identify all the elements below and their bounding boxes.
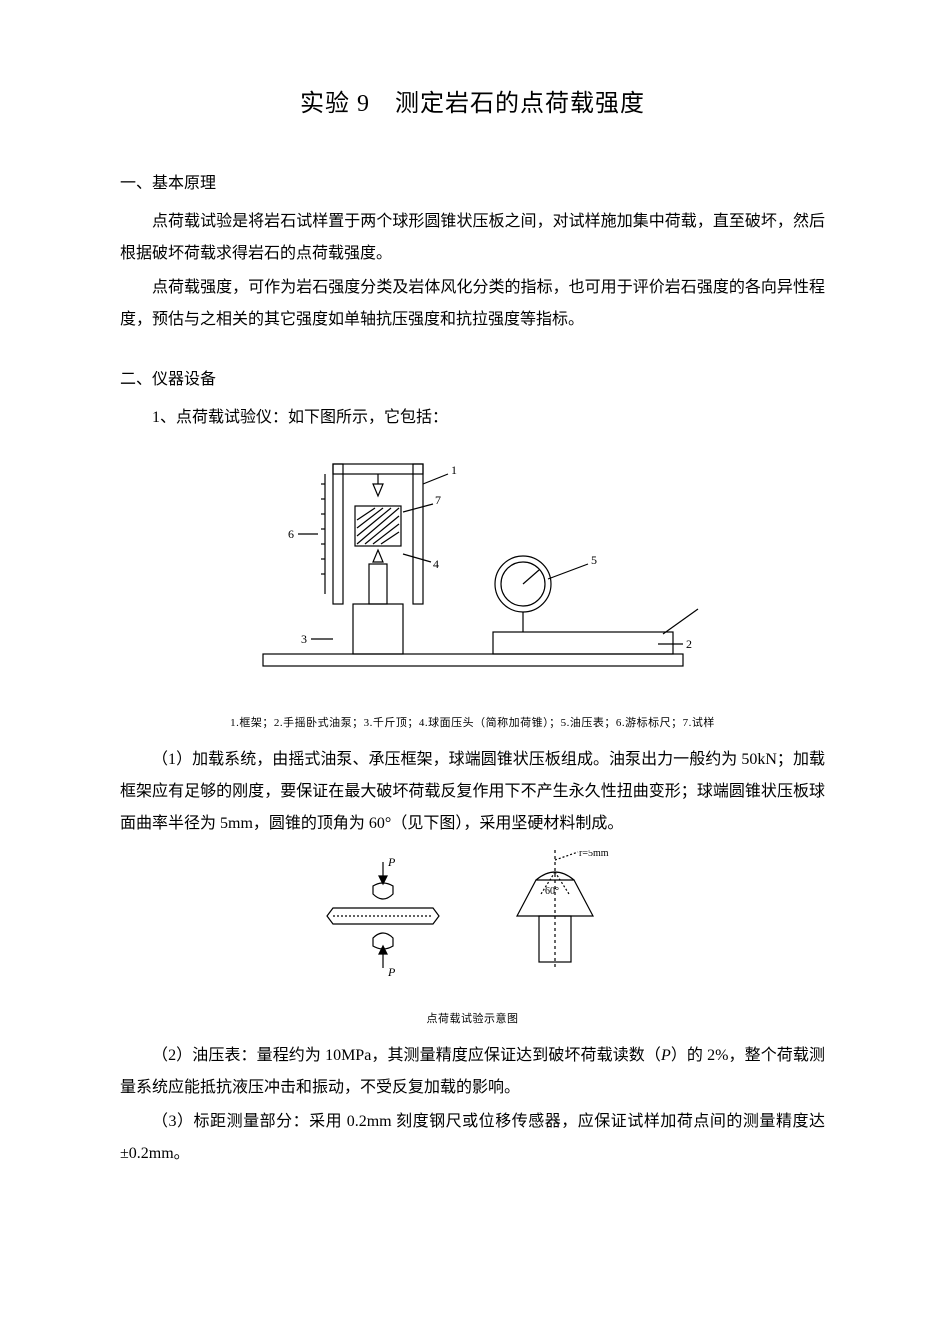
fig1-label-1: 1 <box>451 463 457 477</box>
txt: （见下图），采用坚硬材料制成。 <box>391 815 623 832</box>
val-pm02mm: ±0.2mm <box>120 1145 174 1162</box>
document-page: 实验 9 测定岩石的点荷载强度 一、基本原理 点荷载试验是将岩石试样置于两个球形… <box>0 0 945 1337</box>
txt: （1）加载系统，由摇式油泵、承压框架，球端圆锥状压板组成。油泵出力一般约为 <box>152 751 741 768</box>
txt: 刻度钢尺或位移传感器，应保证试样加荷点间的测量精度达 <box>392 1113 825 1130</box>
figure-1: 1 2 3 4 5 6 7 <box>120 444 825 706</box>
figure-2: P P r=5mm 60° <box>120 850 825 1002</box>
txt: ，其测量精度应保证达到破坏荷载读数（ <box>371 1047 661 1064</box>
txt: 。 <box>174 1145 190 1162</box>
val-10mpa: 10MPa <box>325 1047 371 1064</box>
section-2-item-1-lead: 1、点荷载试验仪：如下图所示，它包括： <box>120 402 825 434</box>
figure-1-caption: 1.框架；2.手摇卧式油泵；3.千斤顶；4.球面压头（简称加荷锥）；5.油压表；… <box>120 712 825 734</box>
section-2-item-3: （3）标距测量部分：采用 0.2mm 刻度钢尺或位移传感器，应保证试样加荷点间的… <box>120 1106 825 1170</box>
fig1-label-3: 3 <box>301 632 307 646</box>
figure-2-caption: 点荷载试验示意图 <box>120 1008 825 1030</box>
fig1-label-5: 5 <box>591 553 597 567</box>
section-1-head: 一、基本原理 <box>120 168 825 200</box>
schematic-diagram: P P r=5mm 60° <box>293 850 653 990</box>
fig1-label-2: 2 <box>686 637 692 651</box>
section-2-head: 二、仪器设备 <box>120 364 825 396</box>
fig2-p-top: P <box>387 855 396 869</box>
fig1-label-4: 4 <box>433 557 439 571</box>
section-2-item-2: （2）油压表：量程约为 10MPa，其测量精度应保证达到破坏荷载读数（P）的 2… <box>120 1040 825 1104</box>
txt: （2）油压表：量程约为 <box>152 1047 325 1064</box>
fig2-r-label: r=5mm <box>579 850 609 859</box>
fig2-p-bot: P <box>387 965 396 979</box>
val-60deg: 60° <box>369 815 391 832</box>
val-02mm: 0.2mm <box>347 1113 392 1130</box>
section-1-para-1: 点荷载试验是将岩石试样置于两个球形圆锥状压板之间，对试样施加集中荷载，直至破坏，… <box>120 206 825 270</box>
txt: ，圆锥的顶角为 <box>253 815 369 832</box>
fig1-label-7: 7 <box>435 493 441 507</box>
page-title: 实验 9 测定岩石的点荷载强度 <box>120 80 825 128</box>
var-p: P <box>661 1047 671 1064</box>
fig2-angle-label: 60° <box>545 886 559 897</box>
val-5mm: 5mm <box>220 815 253 832</box>
txt: （3）标距测量部分：采用 <box>152 1113 347 1130</box>
txt: ）的 <box>671 1047 707 1064</box>
apparatus-diagram: 1 2 3 4 5 6 7 <box>243 444 703 694</box>
fig1-label-6: 6 <box>288 527 294 541</box>
section-1-para-2: 点荷载强度，可作为岩石强度分类及岩体风化分类的指标，也可用于评价岩石强度的各向异… <box>120 272 825 336</box>
val-50kn: 50kN <box>741 751 777 768</box>
section-2-item-1-para: （1）加载系统，由摇式油泵、承压框架，球端圆锥状压板组成。油泵出力一般约为 50… <box>120 744 825 840</box>
val-2pct: 2% <box>707 1047 728 1064</box>
